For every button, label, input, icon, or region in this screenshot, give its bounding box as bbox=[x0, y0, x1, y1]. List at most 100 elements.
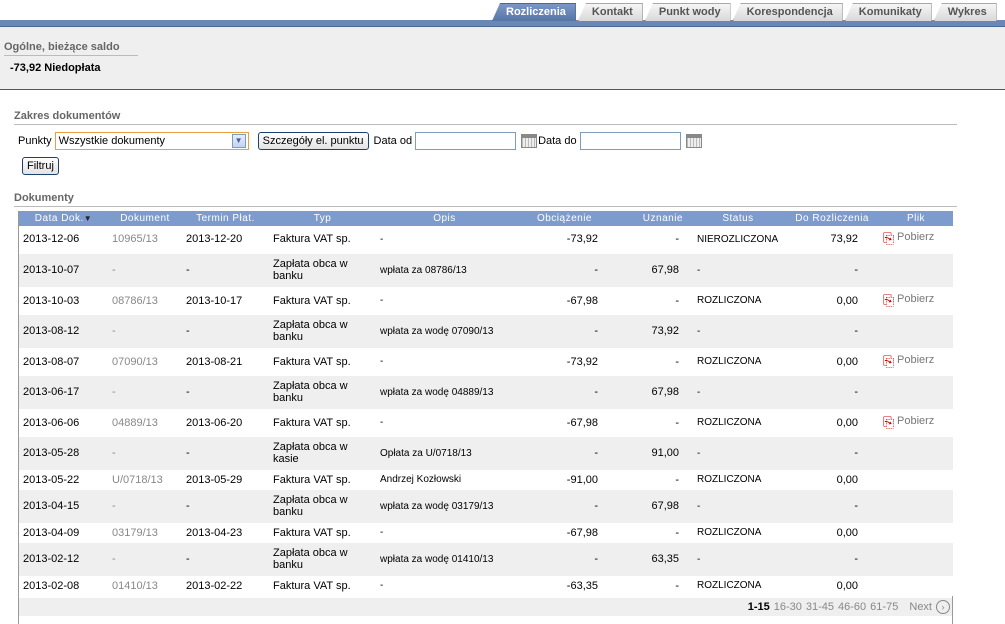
cell-description: - bbox=[376, 287, 513, 315]
cell-debit: -67,98 bbox=[513, 523, 602, 543]
cell-file bbox=[879, 576, 953, 596]
cell-type: Faktura VAT sp. bbox=[269, 287, 376, 315]
cell-date: 2013-06-06 bbox=[19, 409, 108, 437]
tab-kontakt[interactable]: Kontakt bbox=[577, 3, 643, 21]
download-label[interactable]: Pobierz bbox=[897, 231, 935, 244]
download-pdf-link[interactable]: ⎘ Pobierz bbox=[883, 231, 935, 245]
download-label[interactable]: Pobierz bbox=[897, 292, 935, 305]
cell-to-settle: 0,00 bbox=[783, 409, 879, 437]
sort-desc-icon[interactable]: ▼ bbox=[83, 214, 93, 223]
download-pdf-link[interactable]: ⎘ Pobierz bbox=[883, 353, 935, 368]
page-link[interactable]: 31-45 bbox=[805, 601, 835, 613]
punkty-select[interactable]: Wszystkie dokumenty ▼ bbox=[54, 132, 249, 150]
table-row[interactable]: 2013-10-03 08786/13 2013-10-17 Faktura VAT … bbox=[19, 287, 953, 315]
pdf-icon[interactable]: ⎘ bbox=[883, 413, 895, 430]
download-label[interactable]: Pobierz bbox=[897, 414, 935, 427]
page-link[interactable]: 46-60 bbox=[838, 601, 867, 613]
range-section-title: Zakres dokumentów bbox=[14, 110, 957, 125]
cell-document: - bbox=[108, 314, 182, 349]
calendar-icon[interactable] bbox=[521, 134, 538, 148]
col-header-plik[interactable]: Plik bbox=[879, 211, 953, 226]
documents-section-title: Dokumenty bbox=[14, 192, 957, 207]
cell-credit: 67,98 bbox=[602, 375, 693, 410]
chevron-right-circle-icon[interactable]: › bbox=[936, 600, 950, 615]
cell-document: - bbox=[108, 375, 182, 410]
col-header-data[interactable]: Data Dok.▼ bbox=[19, 211, 108, 226]
cell-due-date: 2013-04-23 bbox=[182, 523, 269, 543]
col-header-status[interactable]: Status bbox=[693, 211, 783, 226]
col-header-termin[interactable]: Termin Płat. bbox=[182, 211, 269, 226]
cell-type: Zapłata obca w banku bbox=[269, 253, 376, 288]
table-row[interactable]: 2013-10-07- - Zapłata obca w banku wpłata z… bbox=[19, 253, 953, 288]
cell-credit: - bbox=[602, 470, 693, 490]
pagination-pages: 1-15 16-30 31-45 46-60 61-75 bbox=[744, 601, 899, 613]
filter-button[interactable]: Filtruj bbox=[22, 157, 59, 175]
date-from-label: Data od bbox=[373, 135, 413, 147]
cell-document: U/0718/13 bbox=[108, 470, 182, 490]
page-link[interactable]: 1-15 bbox=[747, 601, 770, 613]
cell-description: wpłata za wodę 04889/13 bbox=[376, 375, 513, 410]
next-page-button[interactable]: Next › bbox=[905, 600, 950, 615]
cell-debit: - bbox=[513, 542, 602, 577]
table-row[interactable]: 2013-04-09 03179/13 2013-04-23 Faktura VAT … bbox=[19, 523, 953, 543]
cell-type: Zapłata obca w banku bbox=[269, 542, 376, 577]
table-row[interactable]: 2013-06-06 04889/13 2013-06-20 Faktura VAT … bbox=[19, 409, 953, 437]
table-row[interactable]: 2013-12-06 10965/13 2013-12-20 Faktura VAT … bbox=[19, 226, 953, 254]
cell-to-settle: - bbox=[783, 314, 879, 349]
cell-to-settle: - bbox=[783, 542, 879, 577]
cell-due-date: 2013-12-20 bbox=[182, 226, 269, 254]
pdf-icon[interactable]: ⎘ bbox=[883, 291, 895, 308]
page-link[interactable]: 61-75 bbox=[870, 601, 899, 613]
cell-status: ROZLICZONA bbox=[693, 576, 783, 596]
cell-debit: - bbox=[513, 489, 602, 524]
table-row[interactable]: 2013-02-08 01410/13 2013-02-22 Faktura VAT … bbox=[19, 576, 953, 596]
tab-rozliczenia[interactable]: Rozliczenia bbox=[492, 3, 576, 21]
cell-credit: - bbox=[602, 287, 693, 315]
cell-credit: - bbox=[602, 576, 693, 596]
date-from-input[interactable] bbox=[415, 132, 517, 150]
table-row[interactable]: 2013-05-28- - Zapłata obca w kasie Opłata z… bbox=[19, 436, 953, 471]
col-header-dokument[interactable]: Dokument bbox=[108, 211, 182, 226]
table-row[interactable]: 2013-06-17- - Zapłata obca w banku wpłata z… bbox=[19, 375, 953, 410]
cell-credit: 63,35 bbox=[602, 542, 693, 577]
pagination: 1-15 16-30 31-45 46-60 61-75 Next › bbox=[19, 598, 952, 616]
page-link[interactable]: 16-30 bbox=[773, 601, 802, 613]
calendar-icon[interactable] bbox=[685, 134, 702, 148]
download-label[interactable]: Pobierz bbox=[897, 353, 935, 366]
tab-komunikaty[interactable]: Komunikaty bbox=[844, 3, 932, 21]
table-row[interactable]: 2013-05-22 U/0718/13 2013-05-29 Faktura VAT… bbox=[19, 470, 953, 490]
tab-punkt-wody[interactable]: Punkt wody bbox=[644, 3, 731, 21]
table-header-row: Data Dok.▼ Dokument Termin Płat. Typ Opi… bbox=[19, 211, 953, 226]
table-row[interactable]: 2013-08-12- - Zapłata obca w banku wpłata z… bbox=[19, 314, 953, 349]
pdf-icon[interactable]: ⎘ bbox=[883, 230, 895, 247]
cell-to-settle: - bbox=[783, 375, 879, 410]
chevron-down-icon[interactable]: ▼ bbox=[231, 134, 246, 148]
cell-debit: -63,35 bbox=[513, 576, 602, 596]
cell-status: - bbox=[693, 542, 783, 577]
cell-date: 2013-02-08 bbox=[19, 576, 108, 596]
col-header-do-rozliczenia[interactable]: Do Rozliczenia bbox=[783, 211, 879, 226]
table-row[interactable]: 2013-02-12- - Zapłata obca w banku wpłata z… bbox=[19, 542, 953, 577]
cell-type: Faktura VAT sp. bbox=[269, 409, 376, 437]
col-header-opis[interactable]: Opis bbox=[376, 211, 513, 226]
download-pdf-link[interactable]: ⎘ Pobierz bbox=[883, 292, 935, 307]
cell-to-settle: 0,00 bbox=[783, 348, 879, 376]
table-row[interactable]: 2013-08-07 07090/13 2013-08-21 Faktura VAT … bbox=[19, 348, 953, 376]
tab-wykres[interactable]: Wykres bbox=[933, 3, 997, 21]
cell-to-settle: 0,00 bbox=[783, 287, 879, 315]
cell-credit: 73,92 bbox=[602, 314, 693, 349]
point-details-button[interactable]: Szczegóły el. punktu bbox=[257, 132, 369, 150]
col-header-obciazenie[interactable]: Obciążenie bbox=[513, 211, 602, 226]
balance-value: -73,92 Niedopłata bbox=[10, 62, 101, 74]
col-header-typ[interactable]: Typ bbox=[269, 211, 376, 226]
download-pdf-link[interactable]: ⎘ Pobierz bbox=[883, 414, 935, 429]
cell-description: Opłata za U/0718/13 bbox=[376, 436, 513, 471]
tab-korespondencja[interactable]: Korespondencja bbox=[732, 3, 843, 21]
pdf-icon[interactable]: ⎘ bbox=[883, 352, 895, 369]
punkty-select-value: Wszystkie dokumenty bbox=[58, 135, 166, 147]
balance-panel: Ogólne, bieżące saldo -73,92 Niedopłata bbox=[0, 27, 1005, 90]
date-to-input[interactable] bbox=[579, 132, 681, 150]
cell-type: Zapłata obca w banku bbox=[269, 489, 376, 524]
table-row[interactable]: 2013-04-15- - Zapłata obca w banku wpłata z… bbox=[19, 489, 953, 524]
col-header-uznanie[interactable]: Uznanie bbox=[602, 211, 693, 226]
